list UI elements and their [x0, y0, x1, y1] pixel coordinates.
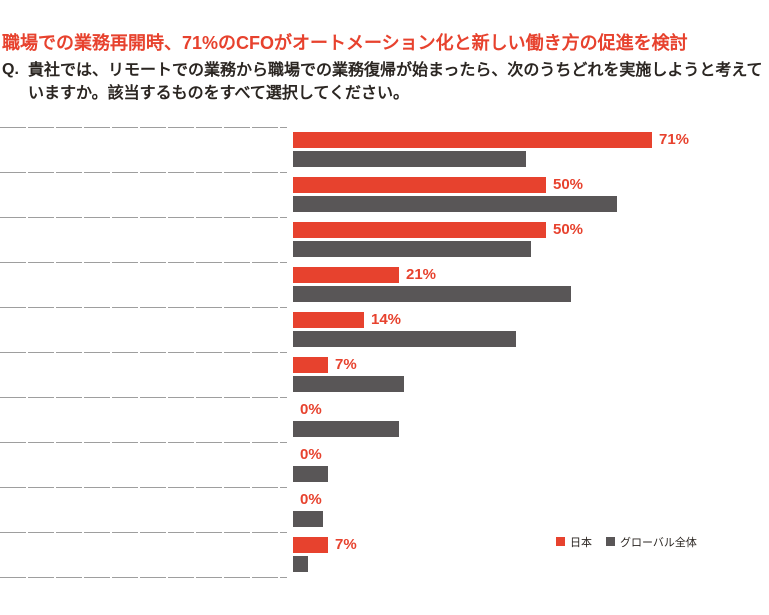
global-bar [293, 331, 516, 347]
japan-bar [293, 132, 652, 148]
chart-row: 14% [0, 307, 769, 352]
survey-question: Q. 貴社では、リモートでの業務から職場での業務復帰が始まったら、次のうちどれを… [2, 59, 768, 105]
row-separator-line [0, 442, 287, 443]
chart-bottom-line [0, 577, 287, 578]
global-bar [293, 286, 571, 302]
chart-row: 50% [0, 172, 769, 217]
legend-japan-swatch-icon [556, 537, 565, 546]
japan-value-label: 0% [300, 401, 322, 418]
chart-row: 7% [0, 532, 769, 578]
row-separator-line [0, 307, 287, 308]
row-separator-line [0, 352, 287, 353]
chart-row: 0% [0, 397, 769, 442]
japan-value-label: 7% [335, 536, 357, 553]
global-bar [293, 421, 399, 437]
global-bar [293, 241, 531, 257]
japan-bar [293, 267, 399, 283]
japan-bar [293, 177, 546, 193]
japan-value-label: 0% [300, 491, 322, 508]
global-bar [293, 556, 308, 572]
global-bar [293, 376, 404, 392]
chart-legend: 日本 グローバル全体 [556, 536, 697, 549]
japan-value-label: 21% [406, 266, 437, 283]
legend-global-label: グローバル全体 [620, 536, 697, 549]
japan-value-label: 71% [659, 131, 690, 148]
chart-row: 0% [0, 487, 769, 532]
japan-value-label: 0% [300, 446, 322, 463]
chart-row: 21% [0, 262, 769, 307]
row-separator-line [0, 532, 287, 533]
row-separator-line [0, 397, 287, 398]
global-bar [293, 151, 526, 167]
row-separator-line [0, 172, 287, 173]
japan-bar [293, 312, 364, 328]
japan-bar [293, 357, 328, 373]
legend-global-swatch-icon [606, 537, 615, 546]
question-prefix: Q. [2, 61, 19, 78]
chart-row: 71% [0, 127, 769, 172]
global-bar [293, 196, 617, 212]
japan-bar [293, 222, 546, 238]
row-separator-line [0, 262, 287, 263]
page-title: 職場での業務再開時、71%のCFOがオートメーション化と新しい働き方の促進を検討 [2, 33, 688, 53]
japan-bar [293, 537, 328, 553]
global-bar [293, 511, 323, 527]
chart-row: 50% [0, 217, 769, 262]
chart-row: 7% [0, 352, 769, 397]
japan-value-label: 7% [335, 356, 357, 373]
bar-chart: 71% 50% 50% 21% 14% 7% 0% 0% 0% 7% [0, 127, 769, 578]
legend-japan-label: 日本 [570, 536, 592, 549]
row-separator-line [0, 487, 287, 488]
question-text: 貴社では、リモートでの業務から職場での業務復帰が始まったら、次のうちどれを実施し… [28, 62, 763, 102]
row-separator-line [0, 127, 287, 128]
japan-value-label: 14% [371, 311, 402, 328]
row-separator-line [0, 217, 287, 218]
japan-value-label: 50% [553, 221, 584, 238]
chart-row: 0% [0, 442, 769, 487]
global-bar [293, 466, 328, 482]
japan-value-label: 50% [553, 176, 584, 193]
